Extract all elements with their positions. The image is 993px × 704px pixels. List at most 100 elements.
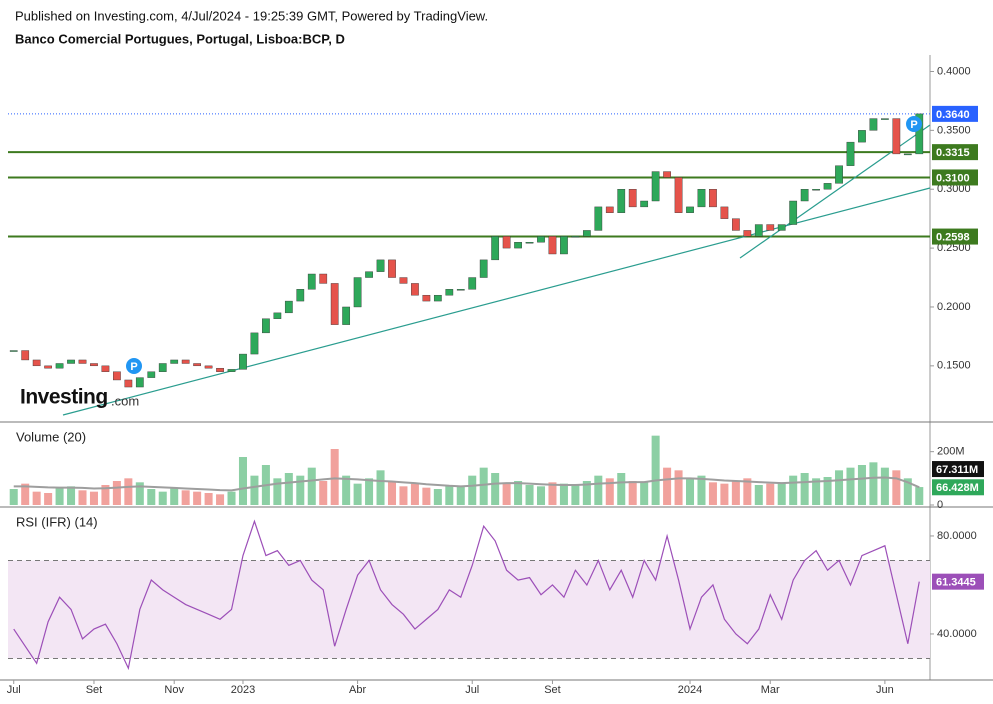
rsi-last-label: 61.3445 [936,577,976,589]
volume-bar [9,489,18,505]
candle [903,153,912,156]
level-label: 0.3100 [936,172,970,184]
candle [743,230,752,237]
marker-icon [126,358,142,374]
candle [479,259,488,278]
volume-bar [422,487,431,505]
volume-bar [330,449,339,505]
volume-bar [468,475,477,505]
candle [227,369,236,372]
volume-bar [617,473,626,505]
x-tick-label: Set [544,684,561,696]
volume-bar [445,485,454,505]
volume-bar [433,489,442,505]
y-tick-label: 0.1500 [937,360,971,372]
volume-bar [21,483,30,505]
candle [44,365,52,369]
candle [858,130,866,143]
volume-bar [32,491,41,505]
marker-icon [906,116,922,132]
volume-bar [800,473,809,505]
volume-bar [720,483,729,505]
candle [651,171,660,202]
volume-bar [273,478,282,505]
candle [330,283,339,325]
volume-bar [479,467,488,505]
candle [342,306,351,325]
volume-bar [731,481,740,505]
rsi-title: RSI (IFR) (14) [16,514,98,529]
volume-bar [170,487,179,505]
volume-bar [342,475,351,505]
candle [640,200,649,208]
volume-bar [525,485,534,505]
candle [239,353,247,370]
volume-bar [502,483,511,505]
rsi-last-label-box [932,573,984,590]
candle [720,206,729,219]
volume-bar [594,475,603,505]
volume-bar [857,465,866,505]
volume-bar [387,481,397,505]
level-label: 0.3315 [936,147,970,159]
candle [709,189,717,208]
volume-bar [319,481,328,505]
candle [250,332,259,355]
volume-bar [112,481,121,505]
candle [55,363,64,369]
candle [812,189,820,191]
volume-bar [399,486,408,505]
candle [800,189,809,202]
volume-bar [674,470,683,505]
y-tick-label: 200M [937,446,965,458]
volume-bar [686,478,695,505]
x-tick-label: Mar [761,684,780,696]
candle [766,224,775,231]
candle [514,242,522,249]
candle [881,118,889,120]
candle [433,294,442,302]
volume-bar [892,470,901,505]
volume-bar [835,470,844,505]
candle [399,277,408,284]
volume-bar [766,483,775,505]
candle [90,363,98,367]
candle [170,359,179,364]
candle [388,259,396,278]
candle [560,236,568,255]
candle [158,363,167,372]
y-tick-label: 0.2500 [937,242,971,254]
candle [628,189,637,208]
candle [686,206,694,213]
volume-ma-last-label-box [932,479,984,496]
x-tick-label: Nov [164,684,184,696]
volume-bar [376,470,385,505]
last-price-label-box [932,105,978,122]
volume-bar [915,487,924,505]
volume-bar [708,482,717,505]
volume-bar [250,475,259,505]
candle [582,230,591,237]
candle [353,277,362,308]
candle [777,224,786,231]
volume-bar [536,486,546,505]
y-tick-label: 0 [937,499,943,511]
volume-bar [663,467,672,505]
candle [445,289,454,296]
logo-text: Investing [20,386,108,409]
x-tick-label: Jul [465,684,479,696]
candle [67,359,75,364]
volume-bar [124,478,133,505]
volume-bar [147,489,156,505]
candle [869,118,878,131]
volume-bar [777,482,786,505]
volume-bar [307,467,316,505]
x-tick-label: Set [86,684,103,696]
volume-bar [812,478,821,505]
volume-bar [67,486,76,505]
candle [216,367,224,372]
candle [502,236,511,249]
candle [789,200,798,225]
candle [32,359,41,367]
candle [284,300,293,314]
